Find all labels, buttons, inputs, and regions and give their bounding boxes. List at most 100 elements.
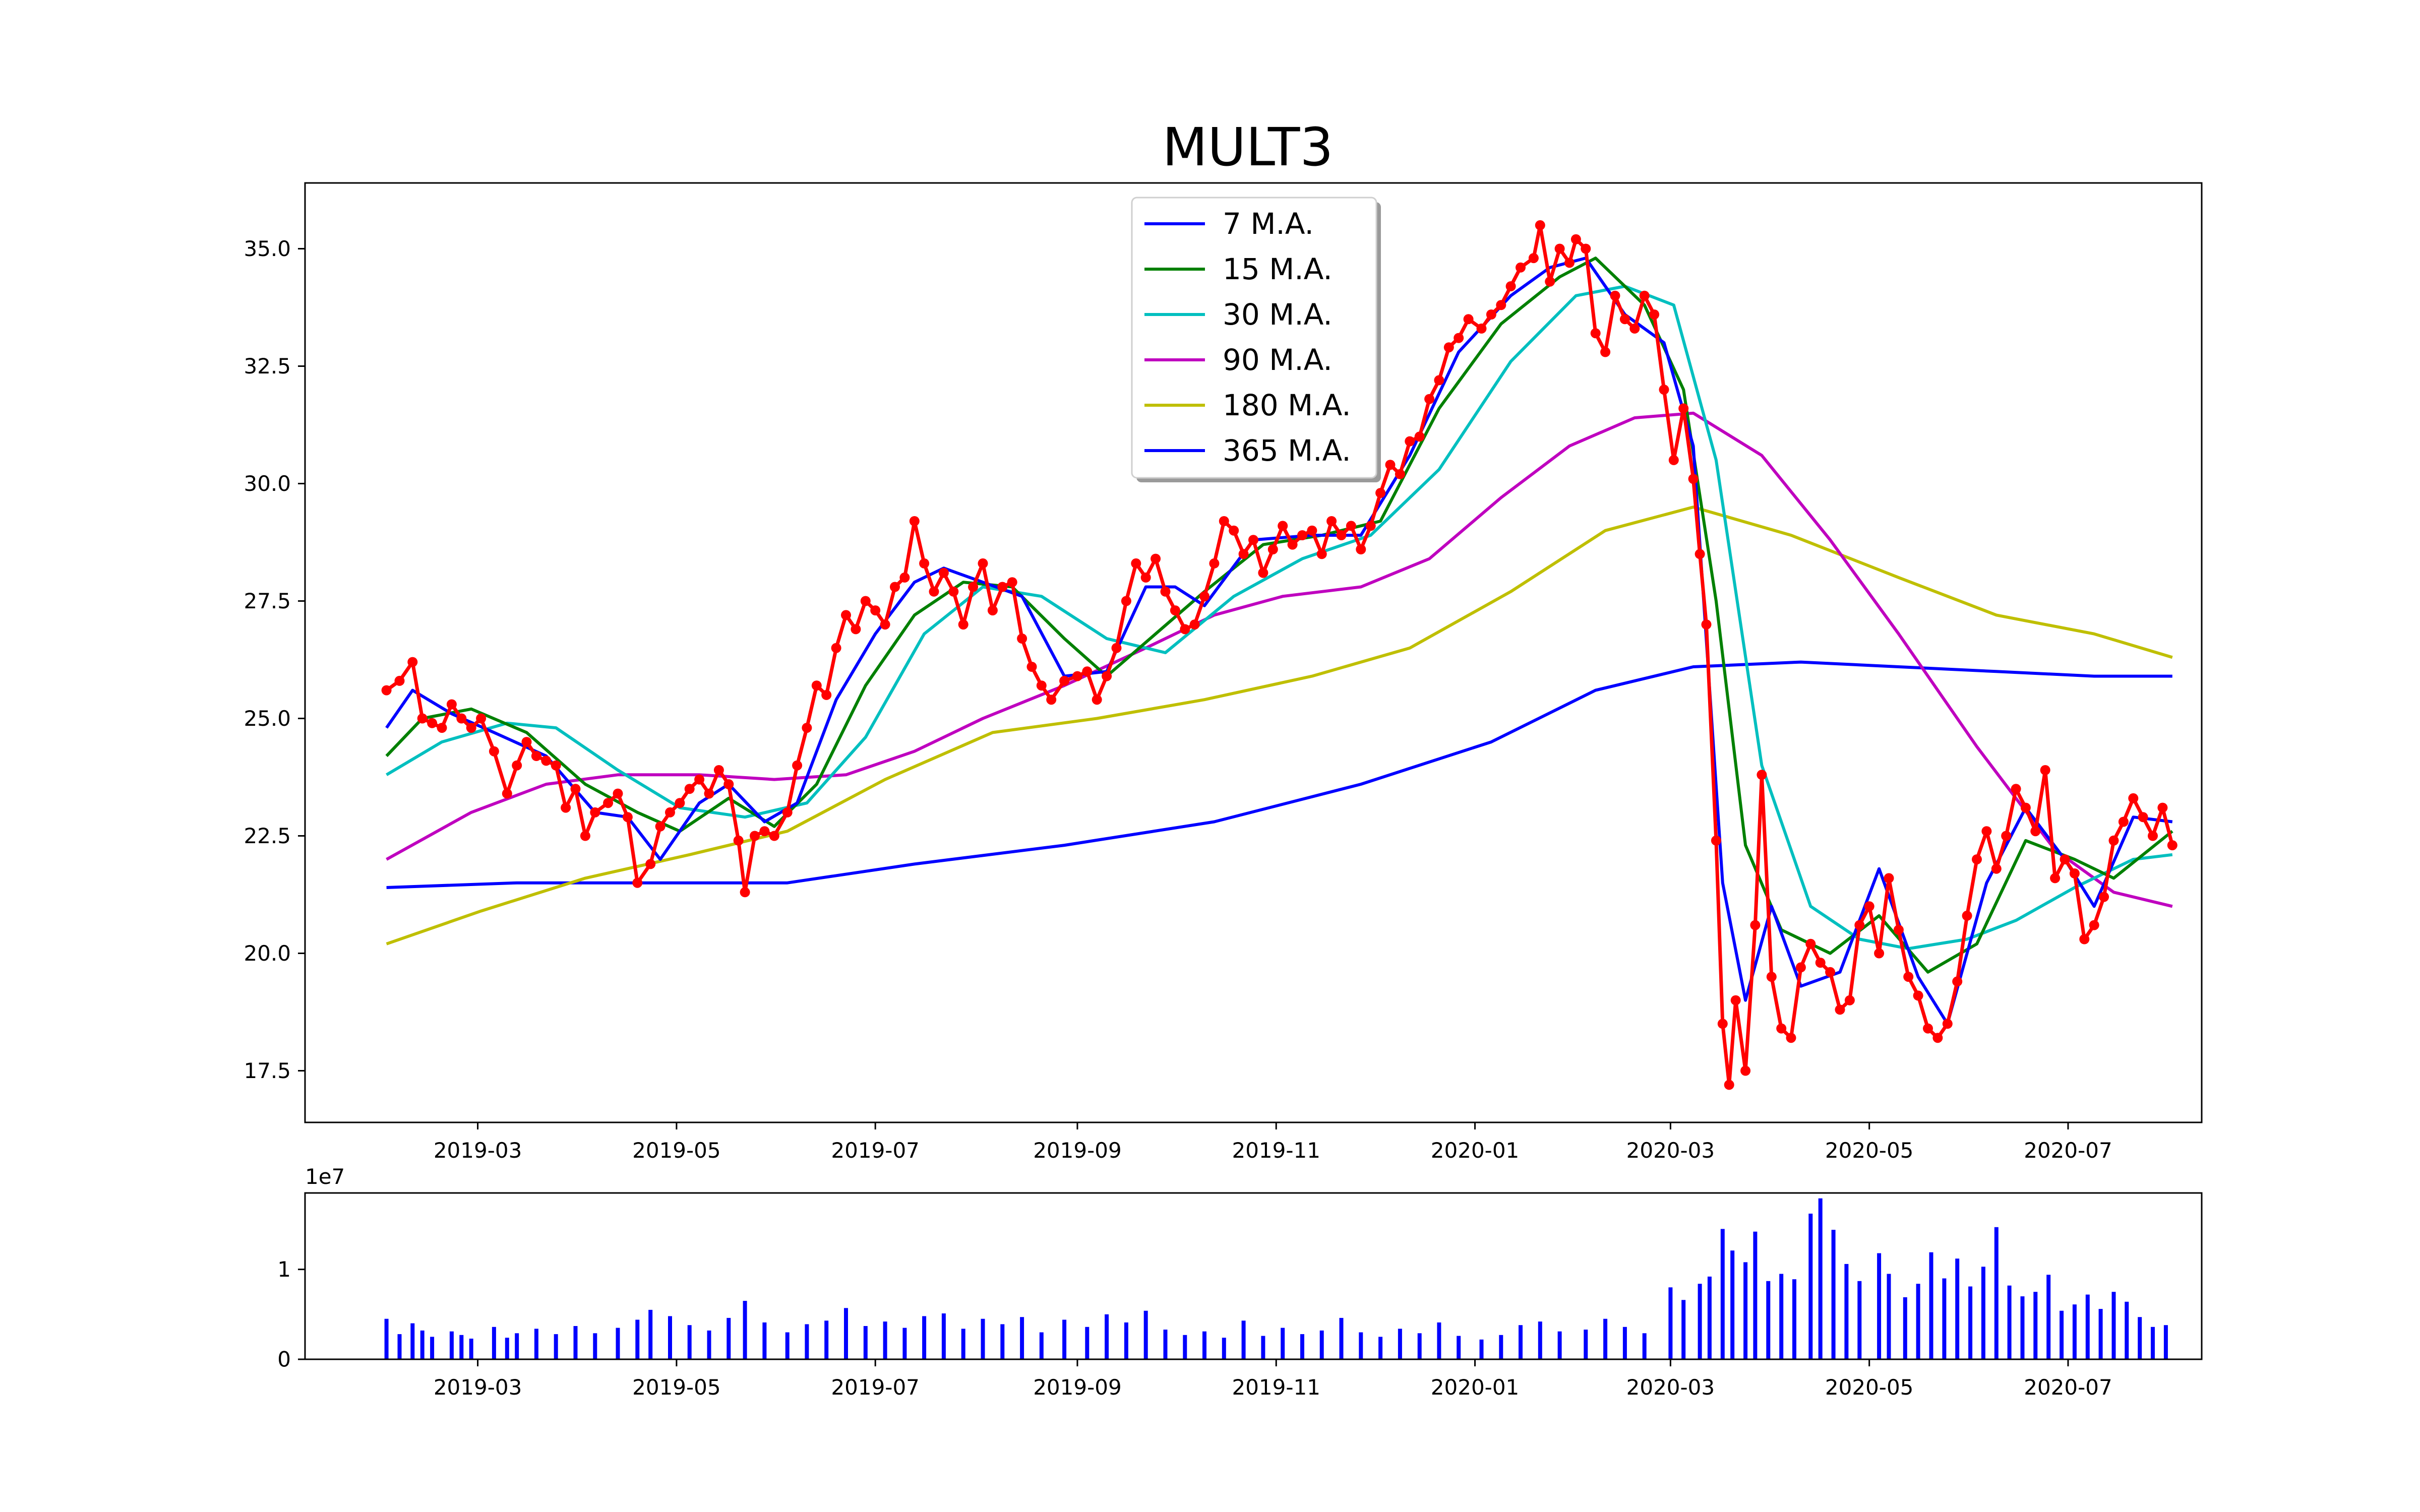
volume-bar [668,1316,672,1359]
close-price-point [570,784,581,794]
close-price-point [561,802,571,813]
volume-bar [727,1317,731,1359]
volume-bar [1039,1332,1044,1359]
close-price-point [1346,521,1356,531]
price-x-axis: 2019-03 2019-05 2019-07 2019-09 2019-11 2020-… [434,1122,2112,1163]
volume-bar [2138,1317,2142,1359]
close-price-point [2030,826,2041,837]
close-price-point [1092,695,1102,705]
close-price-point [1581,243,1591,254]
plot-series [381,220,2177,1090]
close-price-point [1424,394,1435,404]
close-price-point [1316,549,1327,559]
volume-bar [1916,1284,1920,1359]
close-price-point [769,831,779,841]
x-tick-label: 2020-07 [2024,1138,2112,1163]
legend-label: 15 M.A. [1223,252,1333,286]
volume-bar [707,1330,711,1359]
volume-bar [785,1332,790,1359]
close-price-point [1326,516,1337,526]
y-tick-label: 25.0 [244,706,291,731]
volume-bar [922,1316,927,1359]
volume-bar [492,1327,496,1359]
x-tick-label: 2020-05 [1825,1375,1914,1400]
volume-x-axis: 2019-03 2019-05 2019-07 2019-09 2019-11 2020-… [434,1359,2112,1400]
volume-bar [1183,1335,1187,1359]
x-tick-label: 2019-03 [434,1138,522,1163]
volume-bar [1000,1324,1005,1359]
x-tick-label: 2019-11 [1232,1375,1320,1400]
volume-bar [844,1308,848,1359]
close-price-point [1639,290,1650,301]
volume-bar [635,1319,640,1359]
close-price-point [792,760,803,771]
close-price-point [446,699,457,710]
close-price-point [2099,892,2109,902]
close-price-point [1336,530,1347,540]
close-price-point [1711,835,1721,846]
volume-bar [1603,1318,1608,1359]
y-tick-label: 27.5 [244,589,291,613]
volume-bar [1622,1327,1627,1359]
close-price-point [622,812,633,823]
volume-bar [883,1321,887,1359]
close-price-point [759,826,770,837]
close-price-point [740,887,750,898]
close-price-point [1757,770,1767,780]
close-price-point [870,605,881,616]
y-tick-label: 1 [277,1257,291,1282]
close-price-point [1952,976,1963,987]
close-price-point [1590,328,1601,339]
close-price-point [1610,290,1620,301]
volume-bar [1417,1333,1422,1359]
volume-bar [743,1301,747,1359]
volume-bar [1437,1322,1441,1359]
close-price-point [1463,314,1474,325]
close-price-point [1766,972,1777,982]
close-price-point [1267,544,1278,554]
close-price-point [978,558,988,569]
close-price-point [694,774,705,785]
close-price-point [1942,1019,1953,1029]
x-tick-label: 2019-09 [1033,1375,1122,1400]
close-price-point [1026,662,1037,672]
close-price-point [1844,995,1855,1005]
x-tick-label: 2020-03 [1626,1375,1715,1400]
volume-bar [941,1313,946,1359]
y-tick-label: 22.5 [244,824,291,848]
close-price-point [1248,535,1258,545]
volume-bar [1519,1325,1523,1359]
volume-bar [1698,1284,1702,1359]
x-tick-label: 2020-07 [2024,1375,2112,1400]
close-price-point [2108,835,2119,846]
close-price-point [1434,375,1444,386]
y-tick-label: 35.0 [244,236,291,261]
volume-bar [1831,1230,1836,1359]
volume-bar [1499,1335,1503,1359]
close-price-point [968,582,979,592]
close-price-point [1815,958,1826,968]
close-price-point [613,788,623,799]
close-price-point [704,788,714,799]
close-price-point [802,723,812,733]
y-tick-label: 20.0 [244,941,291,966]
volume-bar [824,1320,829,1359]
close-price-point [417,713,428,724]
volume-bar [2125,1301,2129,1359]
close-price-point [1072,671,1082,681]
close-price-point [1678,403,1689,414]
volume-bar [1668,1287,1673,1359]
close-price-point [1036,680,1047,691]
volume-bar [449,1331,454,1359]
close-price-point [1375,488,1386,498]
close-price-point [2118,816,2129,827]
volume-bar [505,1338,509,1359]
close-price-point [1932,1033,1943,1043]
close-price-point [909,516,920,526]
x-tick-label: 2019-09 [1033,1138,1122,1163]
close-price-point [1287,539,1298,550]
volume-bar [616,1328,620,1359]
close-price-point [899,572,910,583]
close-price-point [1476,323,1487,334]
close-price-point [1140,572,1151,583]
